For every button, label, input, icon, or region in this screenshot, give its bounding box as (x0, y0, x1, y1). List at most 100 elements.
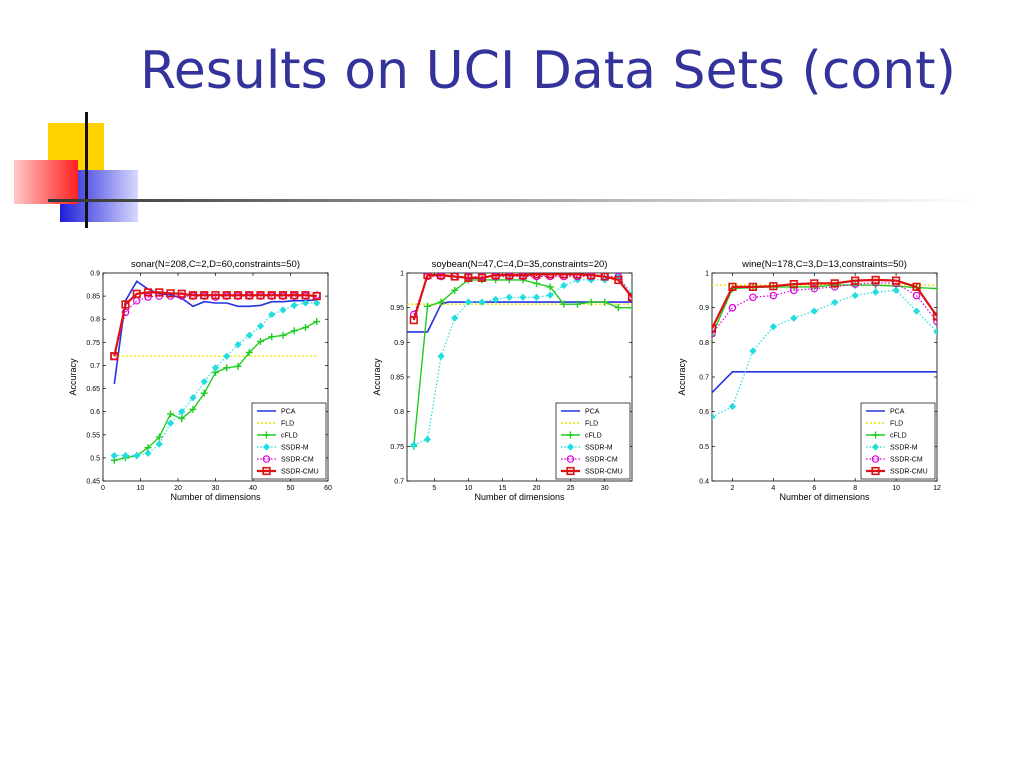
data-point-ssdr-cmu (211, 291, 220, 300)
x-axis-label: Number of dimensions (474, 492, 565, 502)
data-point-cfld (178, 415, 186, 423)
data-point-cfld (451, 286, 459, 294)
data-point-ssdr-m (211, 364, 220, 372)
legend-marker-ssdr-cm (262, 455, 271, 463)
y-tick-label: 0.4 (699, 479, 709, 486)
series-line-ssdr-cmu (412, 273, 632, 321)
legend-label-ssdr-cm: SSDR-CM (281, 457, 314, 464)
data-point-ssdr-m (178, 408, 186, 416)
data-point-ssdr-cmu (614, 275, 623, 285)
data-point-ssdr-m (790, 314, 798, 322)
data-point-cfld (257, 337, 264, 345)
y-tick-label: 0.6 (90, 409, 100, 416)
legend-label-fld: FLD (585, 421, 598, 428)
data-point-ssdr-cmu (312, 292, 321, 301)
data-point-ssdr-cmu (121, 300, 130, 309)
axis-ticks: 2 4 6 8 10 12 0.4 0.5 0.6 0.7 0.8 0.9 1 (699, 271, 941, 493)
data-point-ssdr-cmu (600, 273, 609, 281)
data-point-ssdr-m (519, 293, 527, 301)
data-point-cfld (546, 283, 554, 291)
data-point-cfld (313, 318, 321, 326)
y-axis-label: Accuracy (677, 358, 687, 396)
x-tick-label: 30 (212, 485, 220, 492)
x-tick-label: 40 (249, 485, 257, 492)
data-point-cfld (200, 389, 208, 397)
data-point-ssdr-m (301, 299, 310, 307)
data-point-ssdr-cmu (912, 282, 921, 291)
data-point-ssdr-cmu (436, 273, 446, 280)
data-point-cfld (614, 304, 622, 312)
deco-vertical-bar (85, 112, 88, 228)
x-tick-label: 2 (731, 485, 735, 492)
data-point-ssdr-cmu (573, 273, 582, 279)
legend-marker-ssdr-m (871, 443, 880, 451)
data-point-cfld (423, 302, 431, 310)
y-axis-label: Accuracy (372, 358, 382, 396)
series-line-pca (712, 371, 937, 394)
data-point-ssdr-m (313, 299, 321, 307)
y-tick-label: 0.7 (394, 479, 404, 486)
y-tick-label: 0.75 (390, 444, 404, 451)
legend-label-ssdr-cmu: SSDR-CMU (890, 469, 928, 476)
x-tick-label: 10 (464, 485, 472, 492)
data-point-cfld (155, 433, 163, 441)
data-point-cfld (268, 333, 276, 341)
x-tick-label: 4 (771, 485, 775, 492)
title-decoration (0, 100, 1024, 240)
data-point-cfld (437, 298, 445, 306)
series-ssdr-m (110, 299, 321, 460)
legend-label-pca: PCA (585, 409, 600, 416)
series-line-ssdr-cm (113, 294, 317, 357)
y-tick-label: 0.7 (699, 375, 709, 382)
legend-label-ssdr-cm: SSDR-CM (890, 457, 923, 464)
x-tick-label: 50 (287, 485, 295, 492)
data-point-ssdr-m (189, 394, 197, 402)
data-point-ssdr-m (892, 286, 900, 294)
data-point-ssdr-m (532, 293, 541, 301)
data-point-ssdr-m (245, 331, 253, 340)
data-point-ssdr-m (279, 306, 287, 314)
data-point-cfld (167, 410, 174, 418)
data-point-ssdr-cmu (532, 273, 541, 279)
y-tick-label: 0.6 (699, 409, 709, 416)
y-tick-label: 0.8 (90, 317, 100, 324)
data-point-ssdr-cmu (245, 291, 254, 300)
data-point-ssdr-m (121, 451, 130, 460)
legend-label-pca: PCA (890, 409, 905, 416)
data-point-cfld (587, 298, 595, 306)
chart-wine: wine(N=178,C=3,D=13,constraints=50) 2 4 6 8 1… (677, 259, 941, 502)
data-point-ssdr-m (133, 451, 141, 460)
legend-label-ssdr-m: SSDR-M (281, 445, 309, 452)
y-tick-label: 0.45 (86, 479, 100, 486)
y-tick-label: 0.95 (390, 305, 404, 312)
data-point-cfld (223, 364, 231, 372)
data-point-ssdr-m (712, 413, 716, 421)
series-line-ssdr-m (712, 289, 937, 418)
data-point-ssdr-cmu (851, 276, 860, 285)
data-point-ssdr-cmu (177, 289, 186, 298)
data-point-ssdr-cmu (586, 273, 596, 280)
data-point-ssdr-cmu (477, 273, 487, 282)
data-point-ssdr-cmu (769, 282, 778, 291)
data-point-cfld (533, 279, 541, 287)
data-point-ssdr-cmu (278, 291, 288, 300)
data-point-ssdr-m (478, 298, 486, 306)
data-point-ssdr-cm (769, 291, 778, 300)
legend-marker-cfld (567, 431, 574, 439)
data-point-ssdr-m (933, 328, 937, 336)
data-point-ssdr-cmu (222, 291, 231, 300)
y-tick-label: 0.85 (86, 294, 100, 301)
data-point-ssdr-cmu (301, 291, 310, 300)
data-point-ssdr-cmu (518, 273, 528, 280)
chart-title: sonar(N=208,C=2,D=60,constraints=50) (131, 259, 300, 270)
data-point-cfld (601, 298, 609, 306)
data-point-ssdr-cmu (188, 291, 198, 300)
data-point-ssdr-m (560, 281, 568, 290)
data-point-ssdr-cmu (110, 352, 119, 361)
data-point-cfld (234, 362, 242, 370)
data-point-ssdr-cmu (409, 316, 418, 325)
legend-marker-ssdr-cmu (871, 466, 880, 476)
chart-title: soybean(N=47,C=4,D=35,constraints=20) (432, 259, 608, 270)
x-tick-label: 25 (567, 485, 575, 492)
data-point-cfld (279, 331, 287, 339)
